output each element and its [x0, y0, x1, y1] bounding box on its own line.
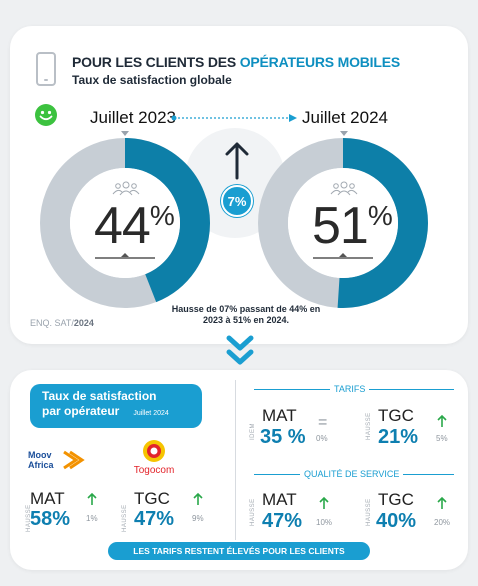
svg-text:Togocom: Togocom: [134, 465, 175, 476]
footer-banner: LES TARIFS RESTENT ÉLEVÉS POUR LES CLIEN…: [108, 542, 370, 560]
smiley-icon: [35, 104, 57, 126]
qualite-tgc-value: 40%: [376, 510, 417, 532]
qualite-mat-value: 47%: [262, 510, 303, 532]
vertical-divider: [235, 380, 236, 540]
trend-label: HAUSSE: [122, 504, 128, 532]
arrow-up-icon: [319, 496, 329, 509]
qualite-label: QUALITÉ DE SERVICE: [300, 469, 404, 479]
mat-delta: 1%: [86, 514, 98, 523]
svg-text:Moov: Moov: [28, 450, 52, 460]
qualite-mat-name: MAT: [262, 490, 297, 509]
donut-2024: [258, 138, 428, 308]
equal-icon: =: [318, 414, 328, 431]
tarifs-tgc-value: 21%: [378, 426, 419, 448]
tgc-name: TGC: [134, 489, 170, 508]
arrow-up-icon: [437, 414, 447, 427]
chevron-down-icon: [226, 335, 254, 365]
page-title: POUR LES CLIENTS DES OPÉRATEURS MOBILES: [72, 54, 400, 70]
arrow-up-icon: [193, 492, 203, 505]
mobile-phone-icon: [36, 52, 56, 86]
operator-satisfaction-tag: Taux de satisfaction par opérateur Juille…: [30, 384, 202, 428]
trend-label: HAUSSE: [366, 498, 372, 526]
arrow-up-icon: [87, 492, 97, 505]
tarifs-mat-value: 35 %: [260, 426, 306, 448]
trend-label: HAUSSE: [366, 412, 372, 440]
tarifs-tgc-delta: 5%: [436, 434, 448, 443]
qualite-mat-delta: 10%: [316, 518, 333, 527]
tarifs-label: TARIFS: [330, 384, 370, 394]
people-group-icon: [330, 181, 358, 196]
increase-badge: 7%: [221, 185, 253, 217]
value-2024: 51%: [312, 197, 393, 255]
base-line-icon: [95, 253, 155, 259]
people-group-icon: [112, 181, 140, 196]
arrow-up-icon: [437, 496, 447, 509]
pointer-triangle: [121, 131, 129, 136]
source-label: ENQ. SAT/2024: [30, 318, 94, 328]
base-line-icon: [313, 253, 373, 259]
trend-label: IDEM: [250, 423, 256, 440]
arrow-up-icon: [225, 142, 249, 180]
month-label-2024: Juillet 2024: [302, 108, 389, 127]
month-label-2023: Juillet 2023: [90, 108, 177, 127]
trend-label: HAUSSE: [250, 498, 256, 526]
pointer-triangle: [340, 131, 348, 136]
tarifs-tgc-name: TGC: [378, 406, 414, 425]
mat-name: MAT: [30, 489, 65, 508]
tarifs-mat-delta: 0%: [316, 434, 328, 443]
increase-note: Hausse de 07% passant de 44% en 2023 à 5…: [171, 304, 321, 325]
dotted-arrow-icon: [171, 114, 297, 122]
donut-2023: [40, 138, 210, 308]
tgc-delta: 9%: [192, 514, 204, 523]
page-subtitle: Taux de satisfaction globale: [72, 73, 232, 87]
moov-africa-logo: Moov Africa: [28, 450, 85, 470]
value-2023: 44%: [94, 197, 175, 255]
togocom-logo: Togocom: [134, 440, 175, 476]
qualite-tgc-name: TGC: [378, 490, 414, 509]
tarifs-mat-name: MAT: [262, 406, 297, 425]
qualite-tgc-delta: 20%: [434, 518, 451, 527]
svg-text:Africa: Africa: [28, 460, 55, 470]
tgc-value: 47%: [134, 508, 175, 530]
mat-value: 58%: [30, 508, 71, 530]
